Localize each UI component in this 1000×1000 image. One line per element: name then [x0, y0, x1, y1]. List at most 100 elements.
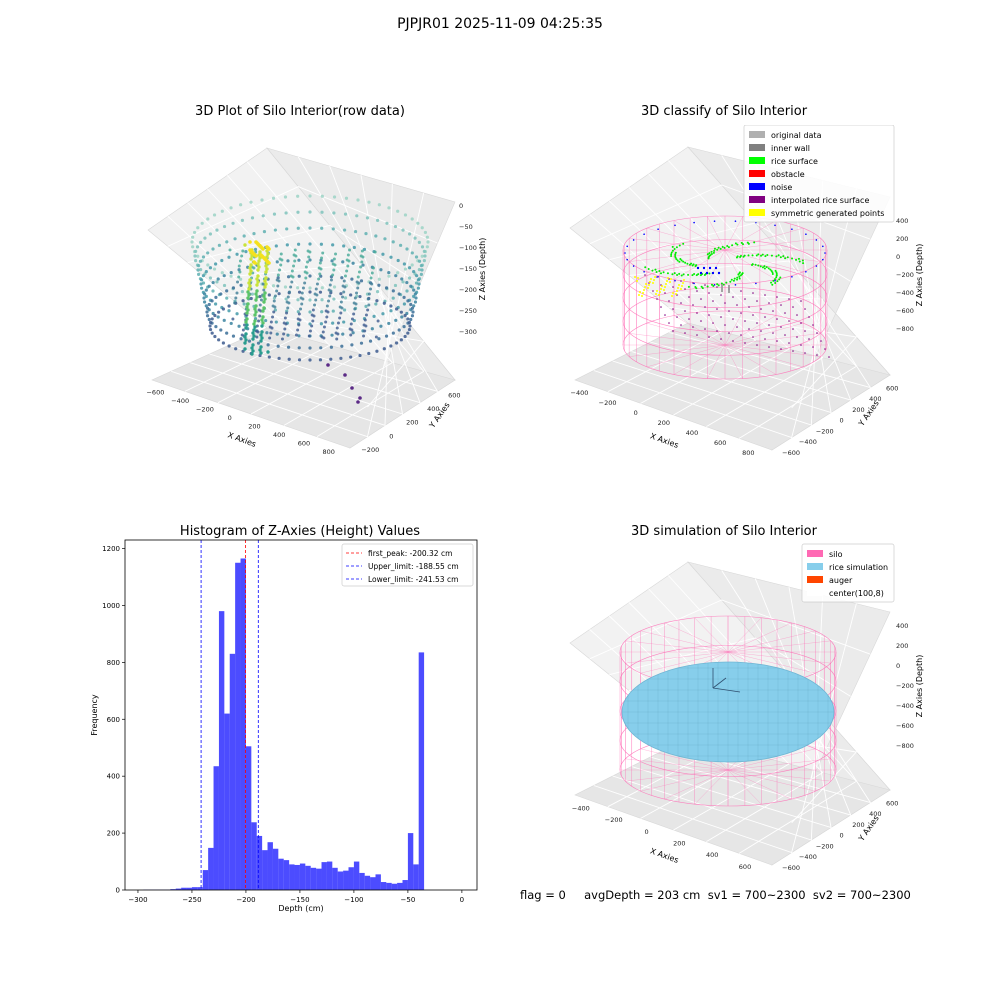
scatter-point [276, 344, 280, 348]
scatter-point [213, 313, 217, 318]
scatter-point [272, 310, 276, 314]
symmetric-point [650, 278, 652, 280]
interpolated-point [808, 316, 810, 318]
scatter-point [262, 288, 266, 292]
scatter-point [206, 263, 210, 267]
rice-surface-point [731, 244, 734, 247]
scatter-point [400, 277, 404, 281]
scatter-point [279, 252, 283, 256]
x-tick-label: 600 [714, 439, 726, 447]
silo-spoke [664, 769, 729, 800]
scatter-point [314, 287, 318, 291]
silo-spoke [707, 249, 726, 284]
scatter-point [349, 293, 353, 297]
scatter-point [215, 280, 219, 284]
scatter-point [377, 277, 381, 281]
scatter-point [367, 292, 371, 296]
symmetric-point [675, 293, 677, 295]
scatter-point [208, 276, 213, 280]
scatter-point [241, 249, 245, 253]
rice-surface-point [732, 279, 735, 282]
scatter-point [220, 258, 224, 263]
rice-surface-point [703, 273, 706, 276]
rice-surface-point [674, 256, 677, 259]
silo-spoke [694, 769, 729, 805]
interpolated-point [816, 332, 818, 334]
scatter-point [359, 341, 364, 345]
scatter-point [195, 245, 200, 249]
interpolated-point [800, 344, 802, 346]
rice-surface-point [740, 254, 743, 257]
interpolated-point [684, 332, 686, 334]
scatter-point [206, 251, 210, 255]
scatter-point [412, 288, 416, 292]
interpolated-point [696, 312, 698, 314]
symmetric-point [638, 294, 640, 296]
rice-surface-point [782, 255, 785, 258]
scatter-point [259, 345, 263, 349]
scatter-point [357, 281, 361, 285]
interpolated-point [652, 290, 654, 292]
rice-surface-point [720, 282, 723, 285]
scatter-point [237, 264, 241, 268]
noise-point [791, 228, 793, 231]
rice-surface-point [763, 265, 766, 268]
scatter-point [363, 329, 367, 333]
scatter-point [249, 263, 253, 267]
scatter-point [234, 347, 238, 351]
scatter-point [319, 322, 323, 326]
legend-label: noise [771, 183, 792, 192]
silo-spoke [673, 344, 726, 375]
scatter-point [407, 232, 412, 236]
scatter-point [297, 346, 301, 350]
scatter-point [318, 358, 323, 362]
symmetric-point [672, 292, 674, 294]
interpolated-point [680, 302, 682, 304]
y-tick-label: 0 [840, 832, 844, 840]
rice-surface-point [706, 285, 709, 288]
noise-point [643, 271, 645, 273]
x-tick-label: 800 [322, 448, 334, 456]
scatter-point [296, 328, 300, 332]
scatter-point [211, 289, 215, 293]
scatter-point [362, 247, 367, 251]
interpolated-point [732, 296, 734, 298]
scatter-point [214, 325, 218, 329]
symmetric-point [659, 291, 661, 293]
scatter-point [332, 297, 336, 301]
scatter-point [253, 313, 257, 317]
interpolated-point [704, 284, 706, 286]
rice-surface-point [695, 274, 698, 277]
interpolated-point [716, 286, 718, 288]
legend-label: obstacle [771, 170, 805, 179]
scatter-point [400, 315, 404, 319]
scatter-point [315, 293, 319, 297]
symmetric-point [658, 294, 660, 296]
scatter-point [410, 217, 414, 221]
scatter-point [227, 304, 231, 308]
scatter-point [359, 279, 364, 283]
legend-swatch [749, 196, 765, 203]
scatter-point [277, 292, 281, 296]
scatter-point [297, 312, 301, 316]
scatter-point [217, 310, 221, 314]
scatter-point [220, 271, 224, 275]
scatter-point [275, 332, 279, 336]
scatter-point [229, 321, 233, 326]
rice-surface-point [775, 271, 778, 274]
scatter-point [255, 283, 259, 287]
rice-surface-point [779, 256, 782, 259]
scatter-point [311, 319, 315, 323]
symmetric-point [683, 279, 685, 281]
rice-surface-point [770, 254, 773, 257]
silo-spoke [707, 344, 726, 379]
silo-spoke [673, 249, 726, 280]
y-tick-label: 200 [852, 821, 864, 829]
noise-point [717, 271, 721, 275]
interpolated-point [748, 328, 750, 330]
interpolated-point [752, 336, 754, 338]
scatter-point [293, 259, 297, 263]
y-tick-label: −400 [799, 438, 817, 446]
rice-surface-point [670, 253, 673, 256]
scatter-point [312, 314, 316, 318]
